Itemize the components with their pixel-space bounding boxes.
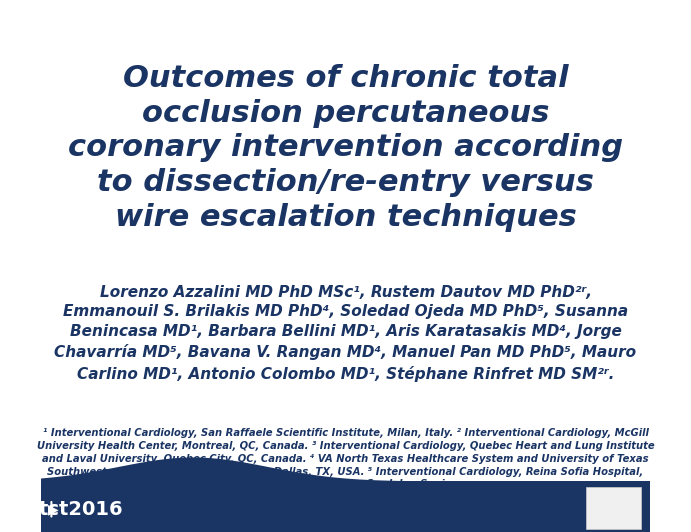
Text: ▶: ▶ bbox=[48, 502, 59, 516]
FancyBboxPatch shape bbox=[41, 481, 650, 532]
PathPatch shape bbox=[41, 458, 650, 532]
Text: Lorenzo Azzalini MD PhD MSc¹, Rustem Dautov MD PhD²ʳ,
Emmanouil S. Brilakis MD P: Lorenzo Azzalini MD PhD MSc¹, Rustem Dau… bbox=[55, 285, 636, 381]
FancyBboxPatch shape bbox=[586, 486, 641, 529]
Text: Outcomes of chronic total
occlusion percutaneous
coronary intervention according: Outcomes of chronic total occlusion perc… bbox=[68, 64, 623, 232]
Text: tct2016: tct2016 bbox=[38, 500, 123, 519]
Text: ¹ Interventional Cardiology, San Raffaele Scientific Institute, Milan, Italy. ² : ¹ Interventional Cardiology, San Raffael… bbox=[37, 428, 654, 489]
